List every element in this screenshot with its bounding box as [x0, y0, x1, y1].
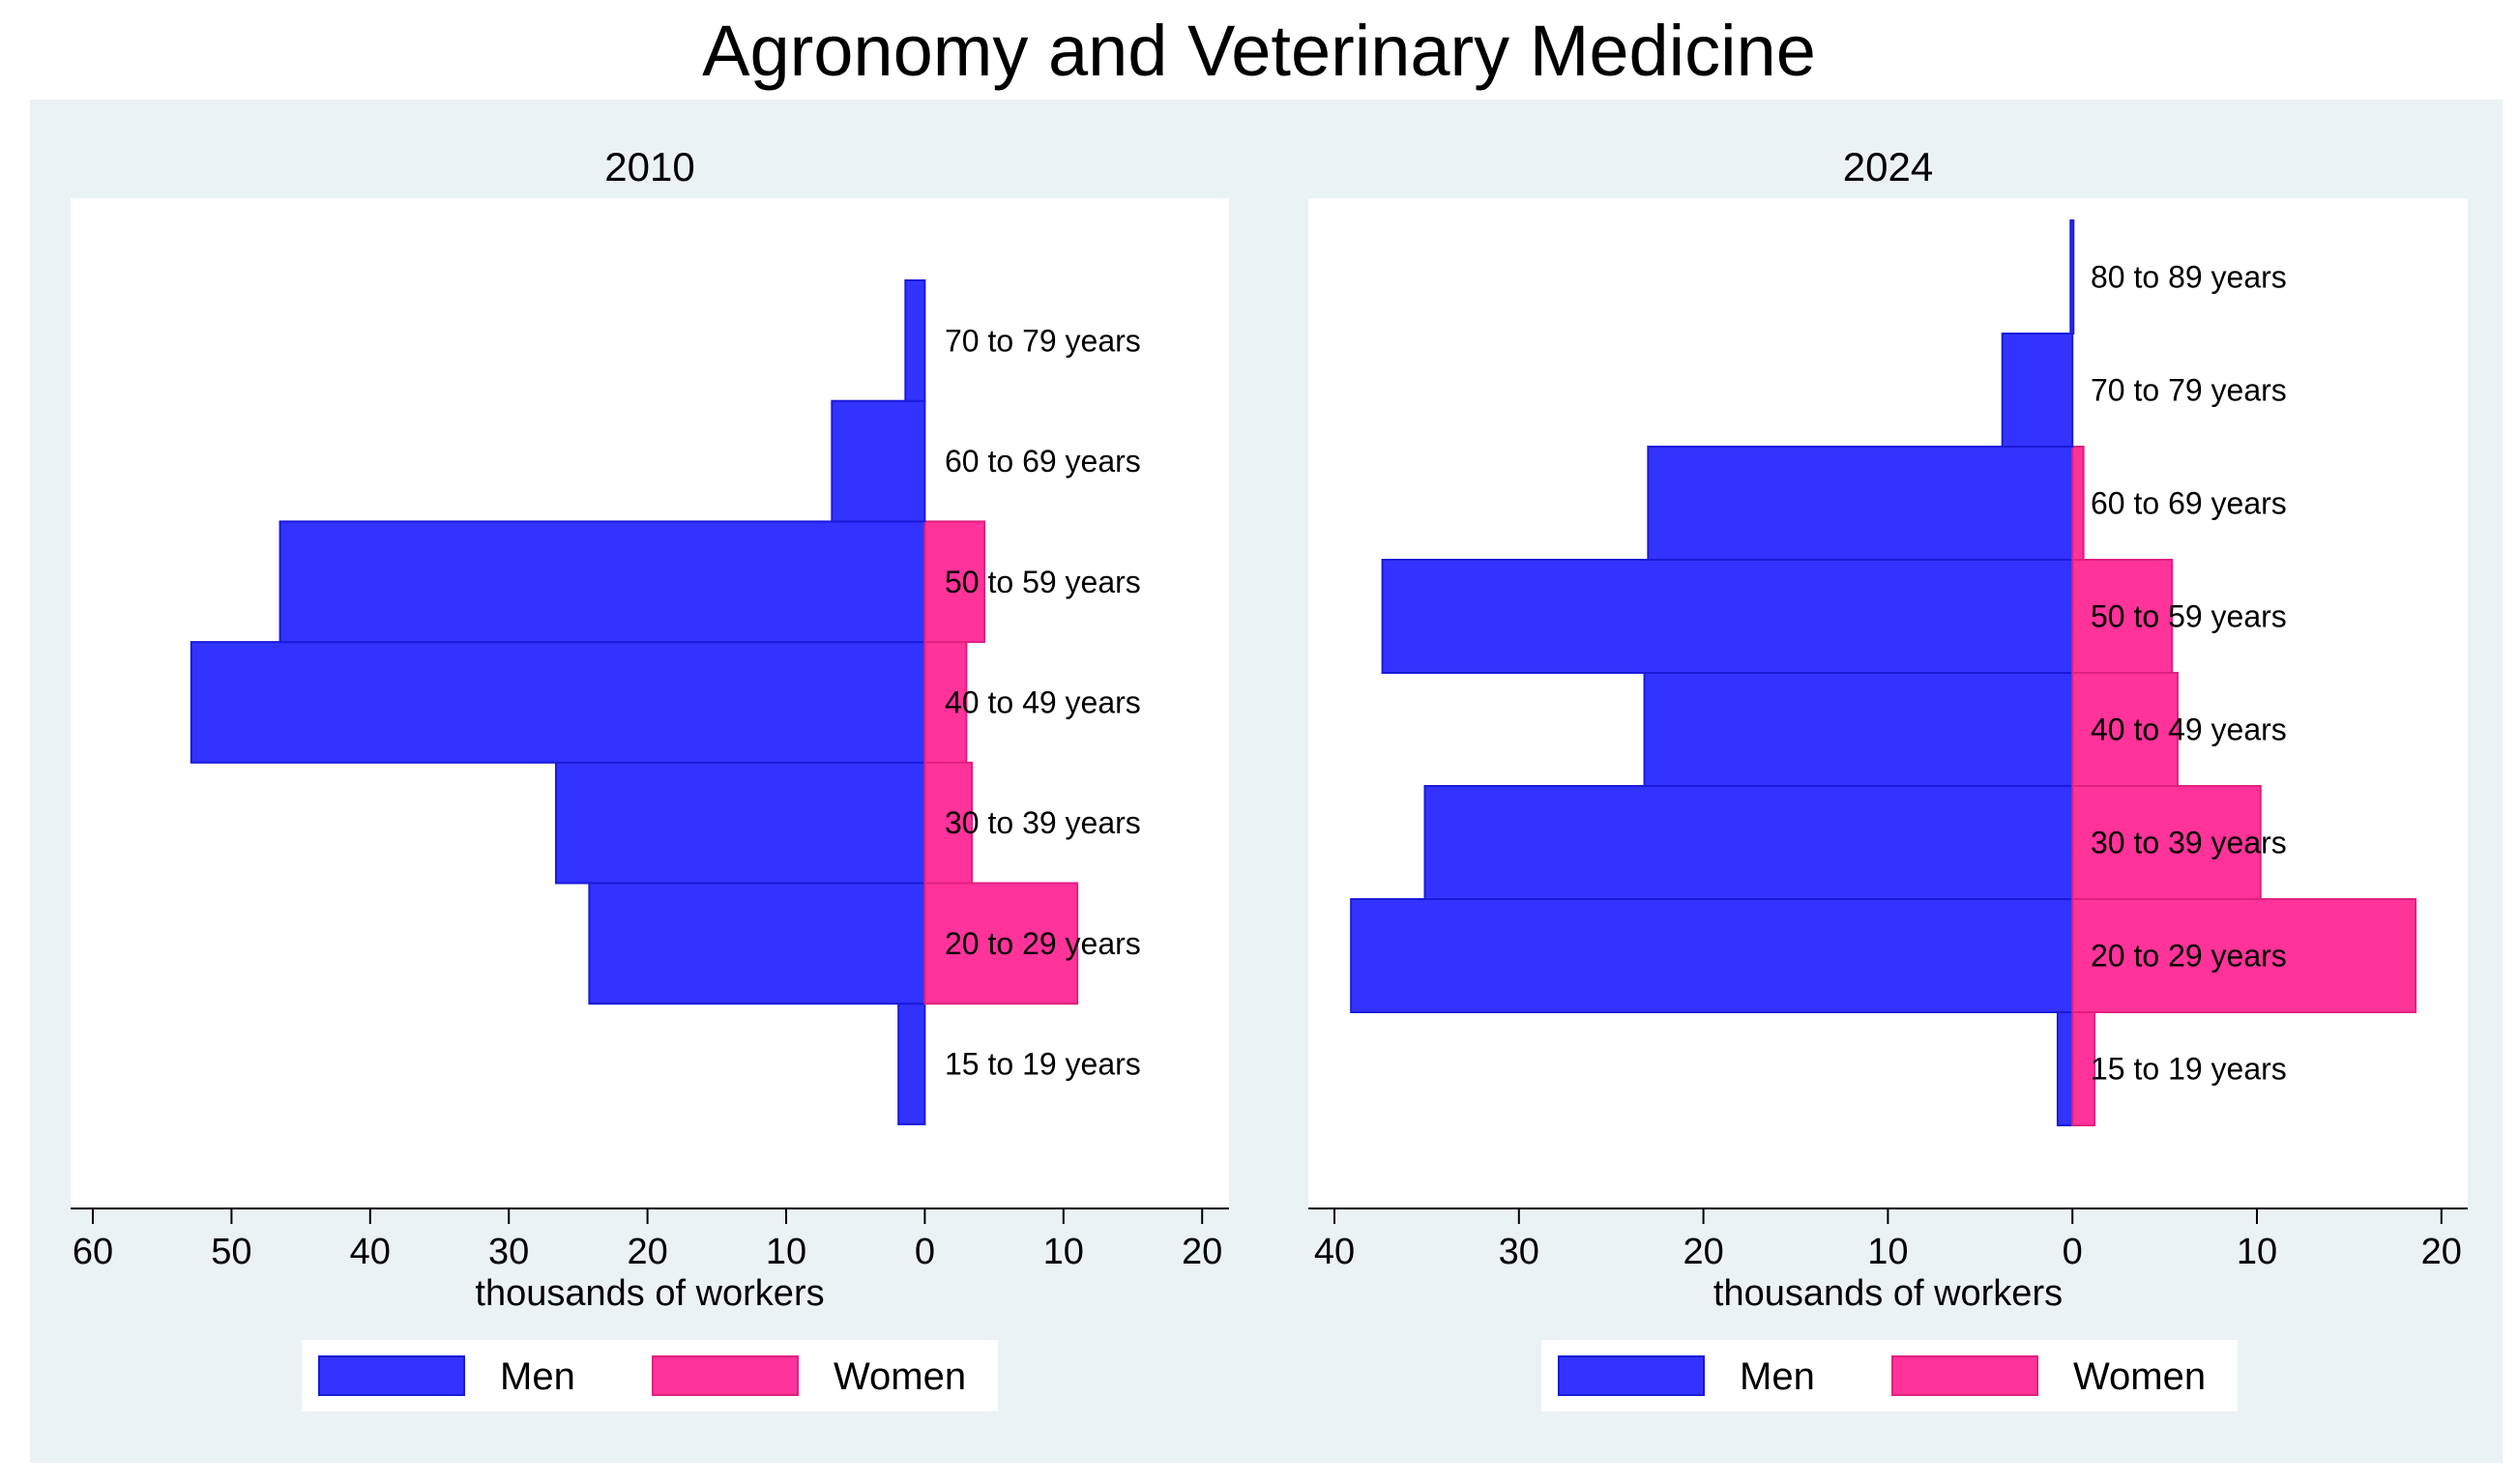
category-label: 80 to 89 years [2091, 260, 2287, 295]
panel-subtitle: 2010 [604, 144, 694, 189]
category-label: 60 to 69 years [945, 444, 1141, 479]
legend-label-women: Women [2073, 1355, 2206, 1398]
bar-women [923, 761, 974, 885]
category-label: 20 to 29 years [945, 926, 1141, 961]
legend-swatch-women [652, 1355, 799, 1396]
bar-men [831, 399, 926, 523]
bar-men [1381, 559, 2074, 674]
legend-label-women: Women [834, 1355, 966, 1398]
category-label: 60 to 69 years [2091, 486, 2287, 521]
category-label: 40 to 49 years [2091, 713, 2287, 747]
panel-subtitle: 2024 [1843, 144, 1933, 189]
bar-men [190, 641, 926, 764]
x-axis-label: thousands of workers [475, 1273, 824, 1314]
category-label: 50 to 59 years [945, 565, 1141, 599]
x-tick-label: 10 [1867, 1232, 1908, 1272]
category-label: 15 to 19 years [2091, 1052, 2287, 1087]
x-tick-label: 30 [488, 1232, 529, 1272]
x-tick-label: 50 [211, 1232, 251, 1272]
bar-women [2071, 898, 2417, 1013]
bar-men [554, 761, 926, 885]
x-tick-label: 20 [1182, 1232, 1222, 1272]
x-tick-label: 10 [1043, 1232, 1084, 1272]
category-label: 30 to 39 years [2091, 826, 2287, 860]
bar-men [278, 520, 926, 644]
legend-label-men: Men [1740, 1355, 1815, 1398]
bar-men [2056, 1011, 2074, 1126]
bar-men [1350, 898, 2074, 1013]
legend-label-men: Men [500, 1355, 575, 1398]
x-tick-label: 40 [1314, 1232, 1355, 1272]
x-tick-label: 10 [766, 1232, 806, 1272]
category-label: 30 to 39 years [945, 805, 1141, 840]
bar-women [923, 520, 986, 644]
legend-swatch-men [1558, 1355, 1705, 1396]
bar-women [2071, 446, 2085, 561]
category-label: 70 to 79 years [2091, 373, 2287, 408]
chart-title: Agronomy and Veterinary Medicine [702, 11, 1816, 91]
category-label: 40 to 49 years [945, 684, 1141, 719]
bar-women [2071, 785, 2262, 900]
x-tick-label: 40 [350, 1232, 391, 1272]
x-axis-label: thousands of workers [1713, 1273, 2063, 1314]
bar-men [588, 882, 926, 1005]
x-tick-label: 20 [627, 1232, 667, 1272]
x-tick-label: 0 [2063, 1232, 2083, 1272]
legend-swatch-men [318, 1355, 465, 1396]
x-tick-label: 0 [915, 1232, 935, 1272]
x-tick-label: 20 [1683, 1232, 1723, 1272]
x-tick-label: 60 [73, 1232, 113, 1272]
bar-men [1647, 446, 2074, 561]
x-tick-label: 20 [2421, 1232, 2462, 1272]
bar-women [923, 882, 1079, 1005]
bar-men [897, 1003, 926, 1125]
bar-women [2071, 559, 2174, 674]
bar-women [2071, 672, 2179, 787]
legend-swatch-women [1891, 1355, 2038, 1396]
category-label: 70 to 79 years [945, 323, 1141, 358]
bar-men [1423, 785, 2074, 900]
bar-men [2001, 333, 2074, 448]
category-label: 20 to 29 years [2091, 939, 2287, 974]
category-label: 50 to 59 years [2091, 599, 2287, 634]
x-tick-label: 10 [2237, 1232, 2277, 1272]
x-tick-label: 30 [1499, 1232, 1539, 1272]
bar-men [2069, 219, 2075, 335]
bar-men [904, 279, 926, 402]
category-label: 15 to 19 years [945, 1047, 1141, 1082]
bar-men [1643, 672, 2074, 787]
